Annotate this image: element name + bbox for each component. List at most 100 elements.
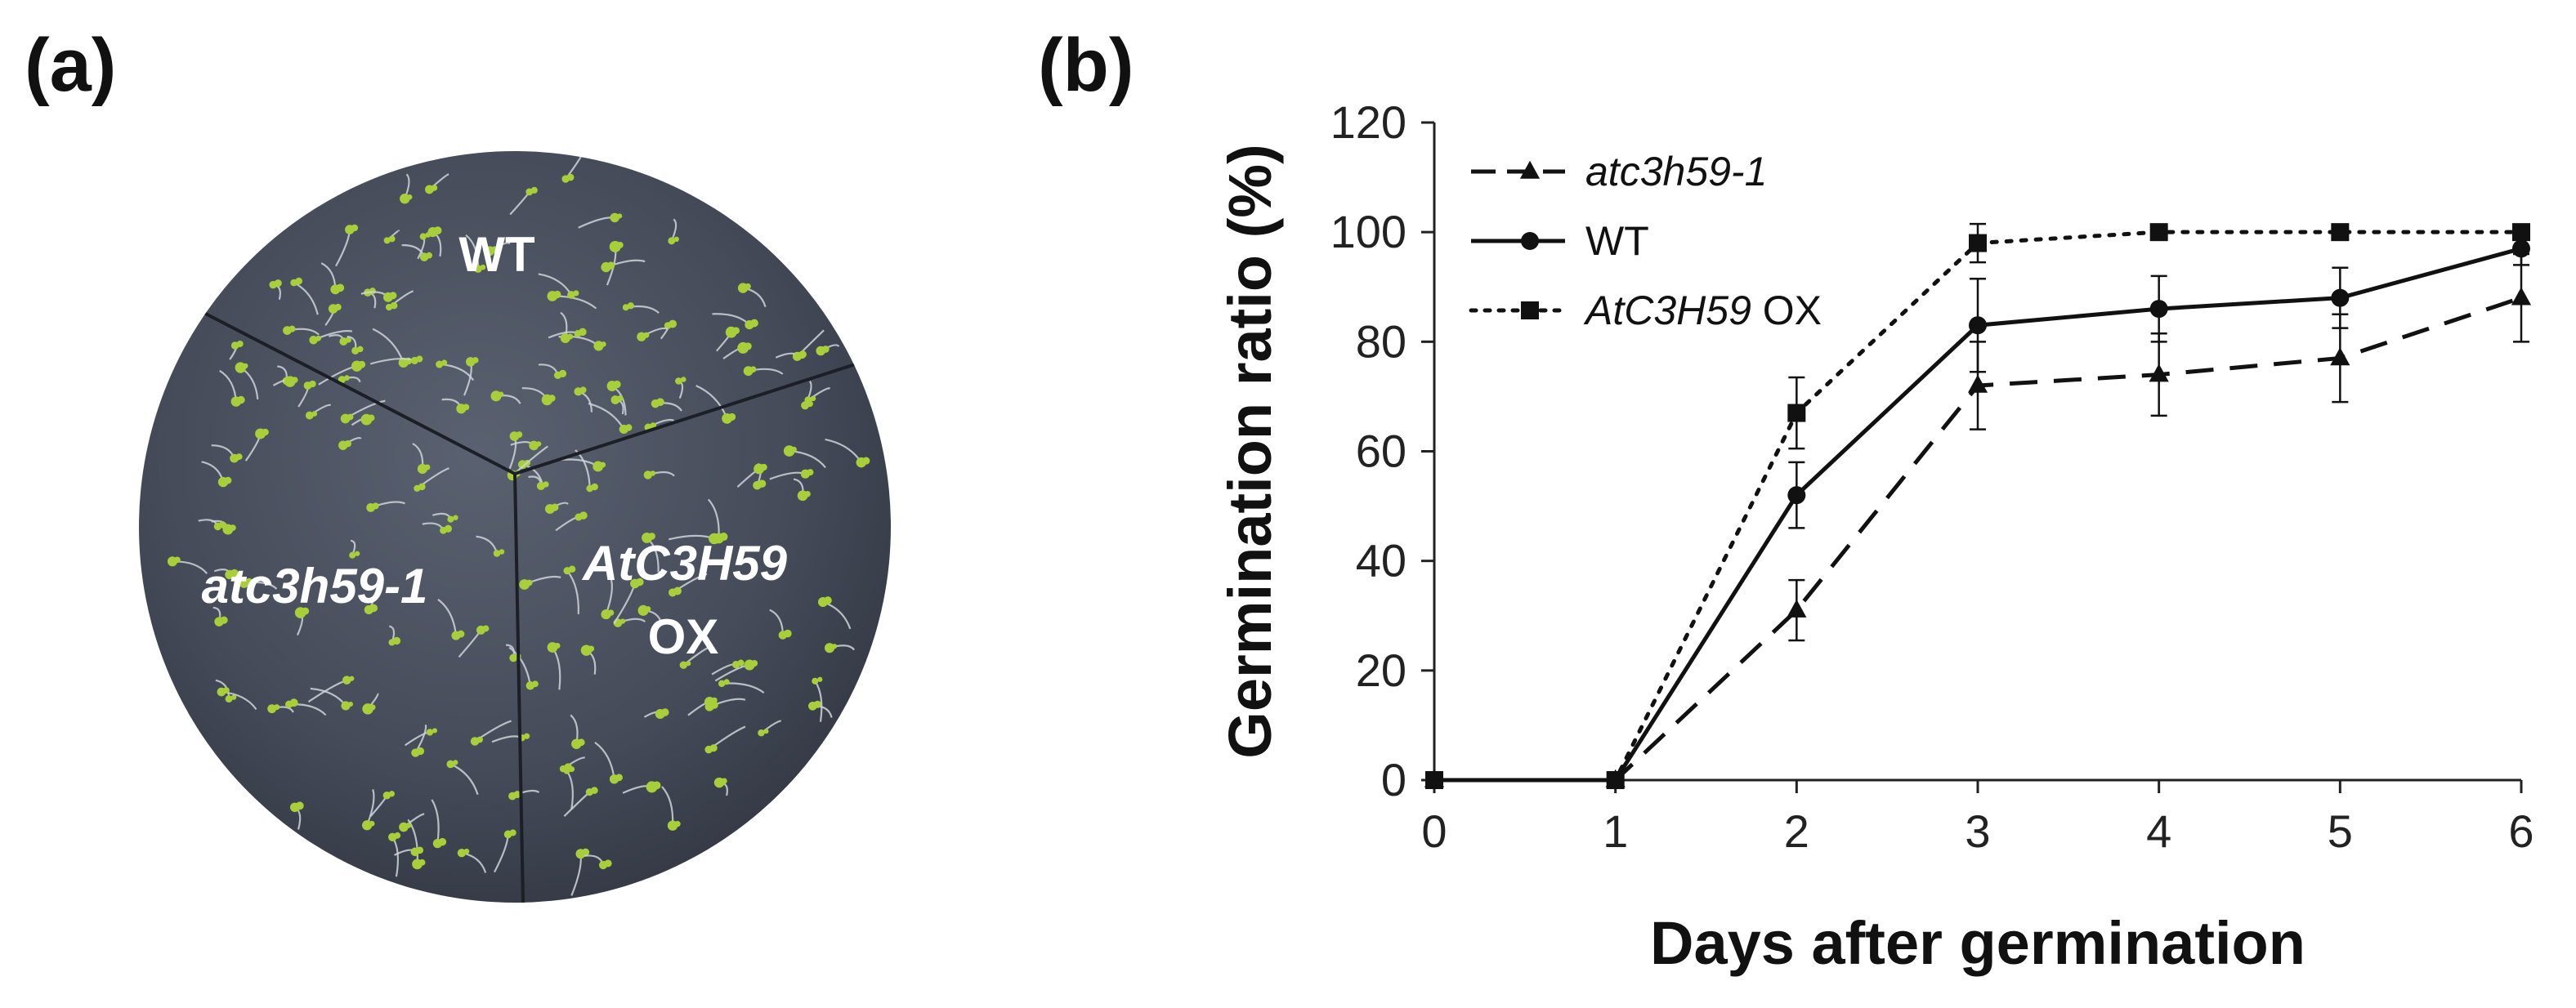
- seedling-leaf: [491, 246, 499, 253]
- seedling-leaf: [523, 733, 530, 739]
- seedling-leaf: [791, 446, 797, 453]
- seedling-leaf: [347, 413, 354, 421]
- seedling-leaf: [388, 235, 396, 243]
- y-tick-label: 20: [1356, 644, 1407, 696]
- seedling-leaf: [416, 846, 424, 854]
- seedling-leaf: [804, 396, 812, 404]
- seedling-leaf: [345, 337, 351, 343]
- seedling-leaf: [407, 194, 413, 200]
- seedling-root: [431, 799, 440, 844]
- seedling-leaf: [750, 319, 758, 328]
- seedling-leaf: [568, 766, 575, 773]
- seedling-leaf: [482, 625, 490, 632]
- seedling-leaf: [351, 224, 359, 232]
- seedling-leaf: [289, 698, 298, 707]
- seedling-leaf: [338, 376, 346, 384]
- seedling-leaf: [516, 431, 523, 438]
- seedling-leaf: [673, 236, 679, 243]
- seedling-leaf: [737, 659, 745, 667]
- seedling-leaf: [223, 687, 230, 694]
- sector-label-ox-line2: OX: [648, 609, 719, 664]
- seedling-leaf: [718, 680, 726, 688]
- seedling-leaf: [607, 609, 615, 616]
- seedling-leaf: [432, 728, 438, 734]
- seedling-leaf: [436, 360, 444, 368]
- seedling-leaf: [812, 677, 819, 685]
- seedling-leaf: [567, 291, 575, 299]
- seedling-leaf: [509, 653, 517, 662]
- seedling-leaf: [433, 226, 442, 235]
- seedling-leaf: [237, 395, 245, 404]
- seedling-leaf: [567, 333, 574, 340]
- seedling-leaf: [389, 292, 397, 300]
- x-tick-label: 6: [2508, 805, 2534, 857]
- seedling-leaf: [480, 264, 486, 270]
- data-point: [2331, 288, 2350, 307]
- seedling-leaf: [581, 848, 590, 857]
- data-point: [1787, 486, 1806, 505]
- seedling-leaf: [558, 369, 567, 377]
- seedling-leaf: [824, 596, 832, 604]
- seedling-leaf: [817, 676, 823, 682]
- seedling-leaf: [392, 636, 401, 645]
- sector-label-ox-line1: AtC3H59: [581, 536, 788, 591]
- y-tick-label: 40: [1356, 535, 1407, 587]
- seedling-leaf: [311, 411, 318, 417]
- seedling-leaf: [405, 823, 412, 828]
- data-point: [1787, 599, 1807, 618]
- x-tick-label: 4: [2146, 805, 2171, 857]
- seedling-leaf: [554, 642, 561, 649]
- seedling-leaf: [230, 694, 237, 700]
- seedling-leaf: [616, 241, 624, 248]
- y-axis-title: Germination ratio (%): [1216, 144, 1284, 758]
- seedling-leaf: [728, 413, 736, 421]
- seedling-leaf: [831, 644, 838, 649]
- seedling-leaf: [348, 701, 354, 707]
- seedling-leaf: [474, 265, 482, 274]
- seedling-leaf: [600, 462, 606, 468]
- seedling-leaf: [810, 395, 816, 402]
- seedling-leaf: [613, 380, 621, 389]
- seedling-leaf: [441, 359, 448, 366]
- seedling-leaf: [509, 829, 517, 836]
- seedling-leaf: [446, 760, 455, 769]
- seedling-leaf: [493, 550, 501, 557]
- x-tick-label: 3: [1965, 805, 1990, 857]
- seedling-leaf: [426, 252, 433, 259]
- series-square: [1425, 222, 2530, 789]
- seedling-leaf: [721, 778, 727, 784]
- seedling-leaf: [463, 848, 470, 854]
- seedling-leaf: [355, 551, 360, 556]
- seedling-leaf: [220, 616, 228, 624]
- seedling-leaf: [825, 643, 835, 653]
- seedling-leaf: [498, 391, 504, 398]
- seedling-leaf: [447, 515, 454, 523]
- seedling-leaf: [668, 237, 676, 245]
- seedling-leaf: [669, 319, 678, 328]
- sector-label-mutant: atc3h59-1: [202, 559, 428, 613]
- seedling-leaf: [751, 659, 758, 667]
- seedling-leaf: [424, 464, 431, 471]
- y-tick-label: 0: [1381, 754, 1407, 805]
- legend-label: WT: [1585, 218, 1649, 264]
- seedling-leaf: [745, 283, 751, 290]
- panel-b-label: (b): [1038, 24, 1134, 107]
- seedling-leaf: [723, 679, 730, 685]
- data-point: [1787, 404, 1806, 422]
- seedling-leaf: [531, 680, 539, 688]
- seedling-leaf: [372, 502, 379, 510]
- seedling-leaf: [543, 481, 549, 488]
- seedling-leaf: [862, 457, 870, 465]
- seedling-leaf: [548, 395, 556, 402]
- seedling-leaf: [243, 363, 248, 369]
- seedling-leaf: [344, 439, 351, 448]
- seedling-leaf: [357, 346, 364, 353]
- seedling-leaf: [617, 395, 624, 402]
- seedling-leaf: [390, 301, 398, 310]
- seedling-leaf: [383, 237, 391, 244]
- seedling-leaf: [652, 781, 661, 790]
- seedling-leaf: [369, 604, 378, 613]
- y-tick-label: 100: [1330, 206, 1407, 257]
- seedling-leaf: [563, 767, 570, 774]
